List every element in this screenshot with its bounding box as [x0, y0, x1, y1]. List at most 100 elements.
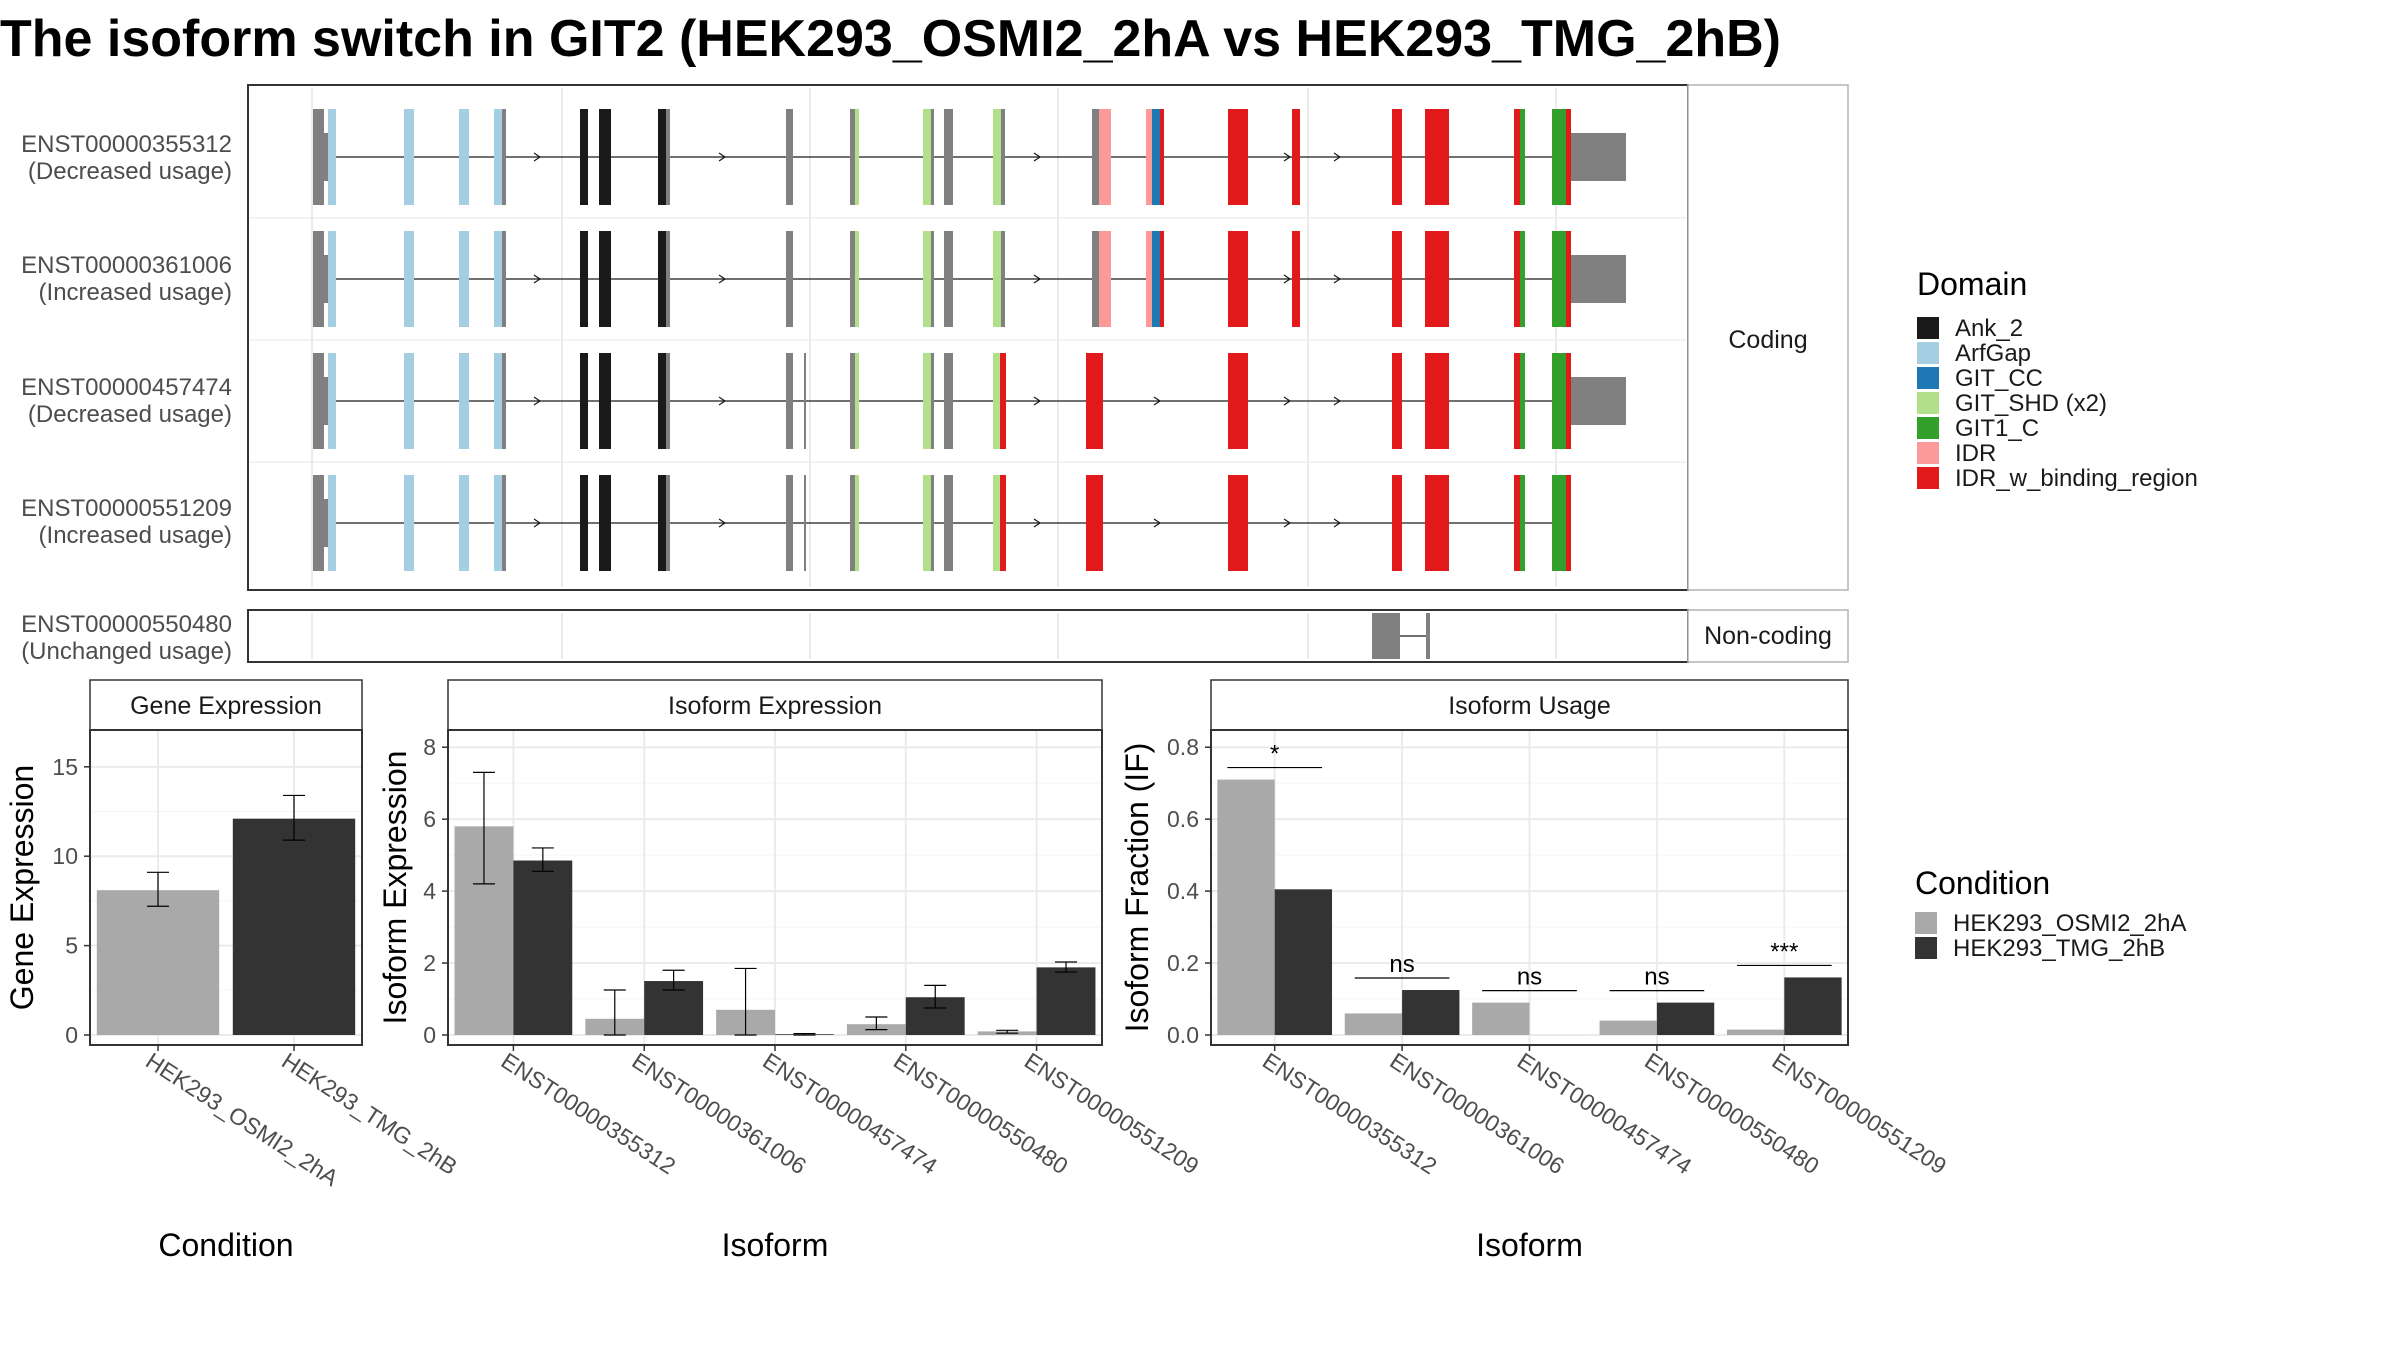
coding-strip-label: Coding	[1728, 326, 1807, 354]
domain-block	[993, 109, 1001, 205]
legend-label: GIT_CC	[1955, 365, 2043, 392]
y-axis-title: Isoform Fraction (IF)	[1119, 743, 1155, 1033]
bar	[1599, 1020, 1657, 1035]
domain-block	[855, 475, 859, 571]
y-tick-label: 15	[52, 754, 78, 780]
noncoding-strip-label: Non-coding	[1704, 622, 1832, 650]
domain-block	[1520, 353, 1525, 449]
domain-block	[1552, 231, 1566, 327]
figure-title: The isoform switch in GIT2 (HEK293_OSMI2…	[0, 10, 1781, 68]
domain-block	[494, 109, 502, 205]
domain-block	[1146, 231, 1152, 327]
domain-block	[1514, 353, 1520, 449]
domain-block	[1160, 231, 1164, 327]
strand-arrow	[1283, 396, 1292, 406]
panel-strip	[1210, 679, 1849, 731]
domain-block	[993, 231, 1001, 327]
domain-block	[1086, 353, 1103, 449]
exon-block	[313, 109, 324, 205]
y-tick-label: 2	[423, 950, 436, 976]
y-tick-label: 0.0	[1167, 1022, 1199, 1048]
transcript-usage-2: (Increased usage)	[39, 279, 232, 306]
domain-block	[1514, 231, 1520, 327]
legend-swatch	[1917, 392, 1939, 414]
domain-block	[599, 109, 611, 205]
domain-block	[658, 475, 666, 571]
transcript-id-1: ENST00000355312	[21, 131, 232, 158]
strand-arrow	[533, 518, 542, 528]
domain-block	[658, 353, 666, 449]
bar	[1784, 977, 1842, 1035]
legend-label: ArfGap	[1955, 340, 2031, 367]
y-tick-label: 5	[65, 933, 78, 959]
legend-swatch	[1917, 367, 1939, 389]
domain-block	[599, 475, 611, 571]
domain-block	[855, 353, 859, 449]
bar	[513, 860, 573, 1035]
significance-label: ns	[1389, 951, 1414, 978]
domain-legend-title: Domain	[1917, 266, 2027, 302]
domain-block	[599, 353, 611, 449]
bar	[1274, 889, 1333, 1035]
y-tick-label: 6	[423, 806, 436, 832]
domain-block	[1566, 231, 1571, 327]
exon-block	[666, 353, 670, 449]
panel-title: Gene Expression	[130, 692, 322, 720]
legend-label: Ank_2	[1955, 315, 2023, 342]
transcript-usage-1: (Decreased usage)	[28, 158, 232, 185]
legend-swatch	[1917, 342, 1939, 364]
domain-block	[855, 231, 859, 327]
exon-block	[804, 475, 806, 571]
domain-block	[1425, 231, 1449, 327]
domain-block	[1566, 475, 1571, 571]
x-axis-title: Isoform	[1476, 1227, 1583, 1263]
domain-block	[1392, 109, 1402, 205]
strand-arrow	[718, 396, 727, 406]
y-tick-label: 4	[423, 878, 436, 904]
domain-block	[404, 109, 414, 205]
bar	[1656, 1002, 1715, 1035]
exon-block	[944, 109, 953, 205]
bar-charts: Gene Expression 0 5 10 15 Gene Expression Cond…	[4, 679, 1951, 1263]
domain-block	[1228, 353, 1248, 449]
transcript-usage-4: (Increased usage)	[39, 522, 232, 549]
noncoding-strip	[1687, 609, 1849, 663]
transcript-usage-3: (Decreased usage)	[28, 401, 232, 428]
domain-block	[923, 109, 931, 205]
exon-block	[850, 475, 855, 571]
significance-label: ***	[1770, 938, 1798, 965]
domain-block	[993, 353, 1001, 449]
legend-swatch	[1917, 317, 1939, 339]
exon-block	[666, 231, 670, 327]
utr-3prime	[1571, 377, 1626, 425]
y-tick-label: 0.2	[1167, 950, 1199, 976]
exon-block	[502, 475, 506, 571]
y-tick-label: 0	[423, 1022, 436, 1048]
domain-block	[580, 475, 588, 571]
domain-block	[1152, 109, 1160, 205]
significance-label: *	[1270, 741, 1279, 768]
domain-block	[1152, 231, 1160, 327]
strand-arrow	[718, 152, 727, 162]
domain-block	[1146, 109, 1152, 205]
domain-block	[658, 109, 666, 205]
domain-block	[328, 353, 336, 449]
bar	[1726, 1029, 1785, 1035]
domain-block	[459, 231, 469, 327]
utr-3prime	[1571, 255, 1626, 303]
domain-block	[1566, 353, 1571, 449]
transcript-id-3: ENST00000457474	[21, 374, 232, 401]
significance-label: ns	[1517, 964, 1542, 991]
exon-block	[313, 353, 324, 449]
legend-label: HEK293_TMG_2hB	[1953, 935, 2165, 962]
utr-3prime	[1571, 133, 1626, 181]
strand-arrow	[1033, 274, 1042, 284]
domain-block	[1425, 109, 1449, 205]
domain-block	[1086, 475, 1103, 571]
domain-block	[658, 231, 666, 327]
domain-block	[1520, 109, 1525, 205]
domain-block	[1520, 231, 1525, 327]
x-axis-title: Condition	[158, 1227, 293, 1263]
domain-block	[1514, 475, 1520, 571]
bar	[96, 890, 220, 1035]
